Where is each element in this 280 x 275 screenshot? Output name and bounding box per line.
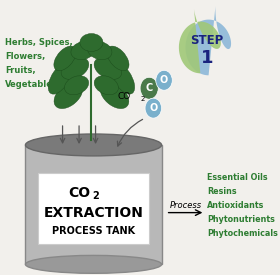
Polygon shape <box>185 6 231 75</box>
Ellipse shape <box>87 41 112 60</box>
Text: CO: CO <box>118 92 131 101</box>
Ellipse shape <box>94 57 122 79</box>
Ellipse shape <box>80 34 103 51</box>
Ellipse shape <box>48 62 72 94</box>
Circle shape <box>140 77 158 99</box>
Ellipse shape <box>64 76 89 95</box>
Text: Process: Process <box>169 201 202 210</box>
Text: 2: 2 <box>92 191 99 201</box>
Text: 2: 2 <box>140 96 144 102</box>
Ellipse shape <box>71 41 95 60</box>
Text: 1: 1 <box>201 50 213 67</box>
Polygon shape <box>179 9 221 73</box>
Bar <box>38 173 149 244</box>
Text: Phytonutrients: Phytonutrients <box>207 215 275 224</box>
Text: CO: CO <box>68 186 90 200</box>
Text: O: O <box>160 75 168 85</box>
Ellipse shape <box>54 46 76 71</box>
Ellipse shape <box>111 62 135 94</box>
Bar <box>25 145 162 264</box>
Circle shape <box>145 98 162 118</box>
Circle shape <box>156 70 172 90</box>
Ellipse shape <box>54 82 83 109</box>
Ellipse shape <box>107 46 129 71</box>
Ellipse shape <box>61 57 89 79</box>
Text: Flowers,: Flowers, <box>5 52 45 61</box>
Text: EXTRACTION: EXTRACTION <box>44 206 143 220</box>
Ellipse shape <box>94 76 118 95</box>
Text: Phytochemicals: Phytochemicals <box>207 229 278 238</box>
Text: Resins: Resins <box>207 187 237 196</box>
Text: Antioxidants: Antioxidants <box>207 201 264 210</box>
Text: Essential Oils: Essential Oils <box>207 173 268 182</box>
Text: Fruits,: Fruits, <box>5 66 36 75</box>
Ellipse shape <box>100 82 129 109</box>
Text: PROCESS TANK: PROCESS TANK <box>52 226 135 235</box>
Ellipse shape <box>25 255 162 273</box>
Ellipse shape <box>25 134 162 156</box>
Text: Vegetables: Vegetables <box>5 80 58 89</box>
Text: STEP: STEP <box>190 34 223 47</box>
Text: C: C <box>146 83 153 93</box>
Text: O: O <box>149 103 157 113</box>
Text: Herbs, Spices,: Herbs, Spices, <box>5 38 73 47</box>
